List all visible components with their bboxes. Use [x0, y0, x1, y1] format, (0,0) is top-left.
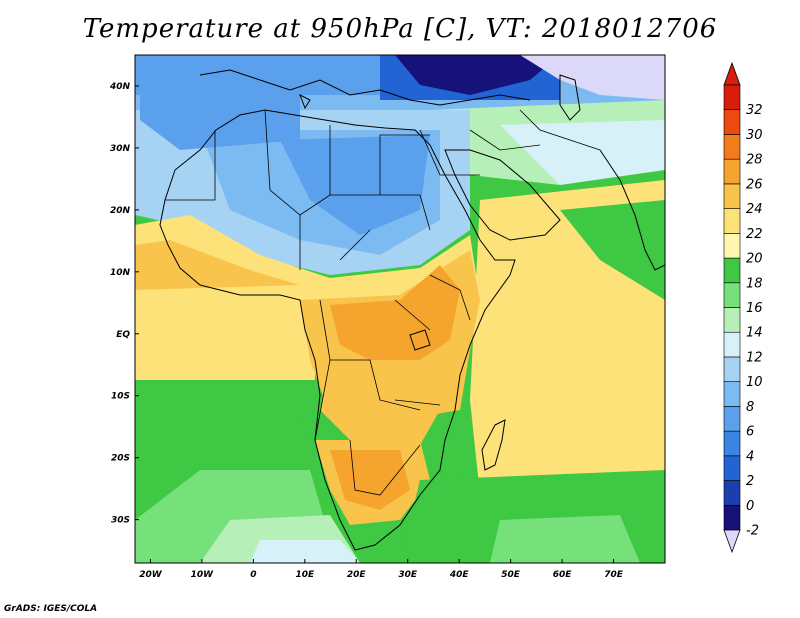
madagascar-coastline	[481, 419, 506, 471]
lon-tick-label: 0	[250, 570, 256, 580]
colorbar-bin	[723, 158, 741, 185]
colorbar-bin	[723, 455, 741, 481]
colorbar-bin	[723, 381, 741, 407]
colorbar-level-label: 12	[746, 350, 763, 365]
colorbar-level-label: 20	[746, 252, 763, 267]
lat-tick-label: 20S	[111, 454, 130, 464]
colorbar-level-label: 22	[746, 227, 763, 242]
plot-frame	[134, 54, 666, 564]
colorbar-bin	[723, 257, 741, 284]
colorbar-level-label: 18	[746, 276, 763, 291]
colorbar-level-label: 26	[746, 177, 763, 192]
colorbar-bin	[723, 208, 741, 234]
colorbar-level-label: 4	[746, 449, 754, 464]
lat-tick-label: 30N	[110, 144, 131, 154]
colorbar-level-label: 16	[746, 301, 763, 316]
colorbar-bin	[723, 233, 741, 259]
temperature-field	[135, 55, 665, 563]
colorbar-level-label: 10	[746, 375, 763, 390]
lat-tick-label: 10N	[110, 268, 131, 278]
colorbar-over-triangle	[723, 61, 741, 86]
colorbar-bin	[723, 480, 741, 506]
colorbar-level-label: 2	[746, 474, 754, 489]
colorbar-bin	[723, 183, 741, 209]
colorbar-bin	[723, 282, 741, 308]
colorbar-bin	[723, 134, 741, 160]
lon-tick-label: 50E	[501, 570, 521, 580]
colorbar-level-label: 32	[746, 103, 763, 118]
colorbar-bin	[723, 356, 741, 382]
europe-coastline	[199, 69, 531, 106]
lon-tick-label: 30E	[398, 570, 418, 580]
colorbar-bin	[723, 504, 741, 531]
colorbar-level-label: 0	[746, 499, 754, 514]
colorbar-level-label: 6	[746, 425, 754, 440]
colorbar-level-label: -2	[746, 524, 759, 539]
colorbar-bin	[723, 406, 741, 432]
longitude-axis: 20W 10W 0 10E 20E 30E 40E 50E 60E 70E	[139, 559, 624, 580]
colorbar-bin	[723, 331, 741, 358]
lat-tick-label: 10S	[111, 392, 130, 402]
lon-tick-label: 20E	[347, 570, 367, 580]
latitude-axis: 40N 30N 20N 10N EQ 10S 20S 30S	[109, 82, 139, 526]
lon-tick-label: 40E	[449, 570, 470, 580]
coastlines	[159, 69, 665, 551]
lon-tick-label: 10E	[295, 570, 315, 580]
lat-tick-label: 20N	[110, 206, 131, 216]
lon-tick-label: 60E	[553, 570, 573, 580]
colorbar-bin	[723, 430, 741, 457]
lon-tick-label: 20W	[139, 570, 163, 580]
colorbar-level-label: 28	[746, 153, 763, 168]
political-borders	[165, 109, 601, 496]
lon-tick-label: 70E	[604, 570, 624, 580]
india-coastline	[599, 149, 665, 271]
arabia-coastline	[444, 149, 561, 241]
lat-tick-label: EQ	[116, 330, 130, 340]
colorbar-level-label: 8	[746, 400, 754, 415]
colorbar-level-label: 30	[746, 128, 763, 143]
colorbar-bin	[723, 307, 741, 333]
colorbar-under-triangle	[723, 529, 741, 554]
map-title: Temperature at 950hPa [C], VT: 201801270…	[82, 14, 718, 44]
colorbar-level-label: 24	[746, 202, 763, 217]
lon-tick-label: 10W	[191, 570, 215, 580]
lat-tick-label: 30S	[111, 516, 130, 526]
credit-text: GrADS: IGES/COLA	[4, 604, 98, 614]
africa-coastline	[159, 109, 516, 551]
colorbar-bin	[723, 109, 741, 135]
colorbar-level-label: 14	[746, 326, 763, 341]
lat-tick-label: 40N	[109, 82, 131, 92]
colorbar-bin	[723, 84, 741, 111]
